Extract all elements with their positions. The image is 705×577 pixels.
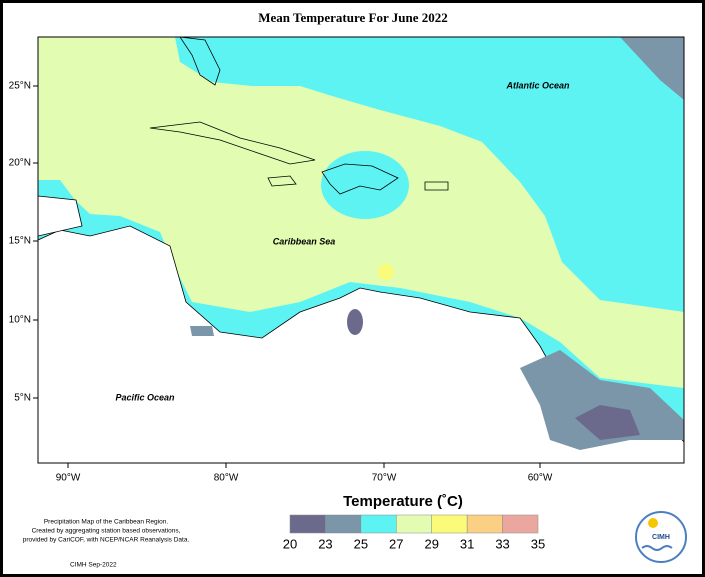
map-border — [37, 36, 685, 464]
labels: 90°W 80°W 70°W 60°W 25°N 20°N 15°N 10°N 5°N Atlan… — [9, 80, 570, 543]
lat-label: 10°N — [9, 315, 31, 326]
lat-label: 15°N — [9, 236, 31, 247]
cool-area — [520, 350, 684, 450]
lat-label: 5°N — [14, 393, 31, 404]
legend-tick-label: 31 — [460, 536, 474, 551]
legend-tick-label: 29 — [424, 536, 438, 551]
note: Created by aggregating station based obs… — [32, 528, 181, 535]
cold-area — [347, 309, 363, 335]
hispaniola — [321, 163, 399, 195]
cool-area — [190, 326, 214, 336]
legend-swatch — [466, 514, 503, 534]
legend-swatch — [325, 514, 362, 534]
credit: CIMH Sep-2022 — [70, 562, 117, 569]
logo-text: CIMH — [652, 534, 670, 541]
puerto-rico — [424, 181, 449, 191]
map — [37, 36, 685, 464]
legend-tick-label: 35 — [531, 536, 545, 551]
ocean-label: Pacific Ocean — [115, 392, 175, 402]
logo: CIMH — [635, 511, 687, 563]
legend-swatch — [431, 514, 468, 534]
lon-label: 90°W — [56, 473, 81, 484]
legend-tick-label: 23 — [318, 536, 332, 551]
legend-tick-label: 33 — [495, 536, 509, 551]
legend-tick-label: 20 — [283, 536, 297, 551]
warm-spot — [378, 264, 394, 280]
lon-label: 60°W — [528, 473, 553, 484]
sea-cyan-blob — [557, 221, 613, 245]
title: Mean Temperature For June 2022 — [258, 10, 447, 25]
ocean-label: Atlantic Ocean — [505, 80, 570, 90]
legend-swatch — [396, 514, 432, 534]
legend: Temperature (˚C) 20 23 25 27 29 31 33 35 — [283, 493, 545, 551]
logo-sun — [648, 518, 658, 528]
legend-swatch — [289, 514, 326, 534]
lat-label: 20°N — [9, 158, 31, 169]
legend-swatch — [360, 514, 397, 534]
lat-label: 25°N — [9, 81, 31, 92]
cuba — [149, 121, 316, 165]
ocean-label: Caribbean Sea — [273, 236, 336, 246]
logo-wave — [641, 545, 673, 551]
lon-label: 70°W — [372, 473, 397, 484]
legend-tick-label: 25 — [354, 536, 368, 551]
note: provided by CariCOF, with NCEP/NCAR Rean… — [23, 537, 190, 544]
lon-label: 80°W — [214, 473, 239, 484]
sea-cyan-blob — [321, 151, 409, 219]
land — [38, 195, 83, 237]
legend-title: Temperature (˚C) — [343, 493, 463, 510]
jamaica — [267, 175, 297, 187]
florida — [179, 37, 221, 86]
cold-area — [575, 405, 640, 440]
note: Precipitation Map of the Caribbean Regio… — [44, 519, 168, 526]
legend-tick-label: 27 — [389, 536, 403, 551]
legend-swatch — [502, 514, 539, 534]
sea-slate — [620, 37, 684, 100]
